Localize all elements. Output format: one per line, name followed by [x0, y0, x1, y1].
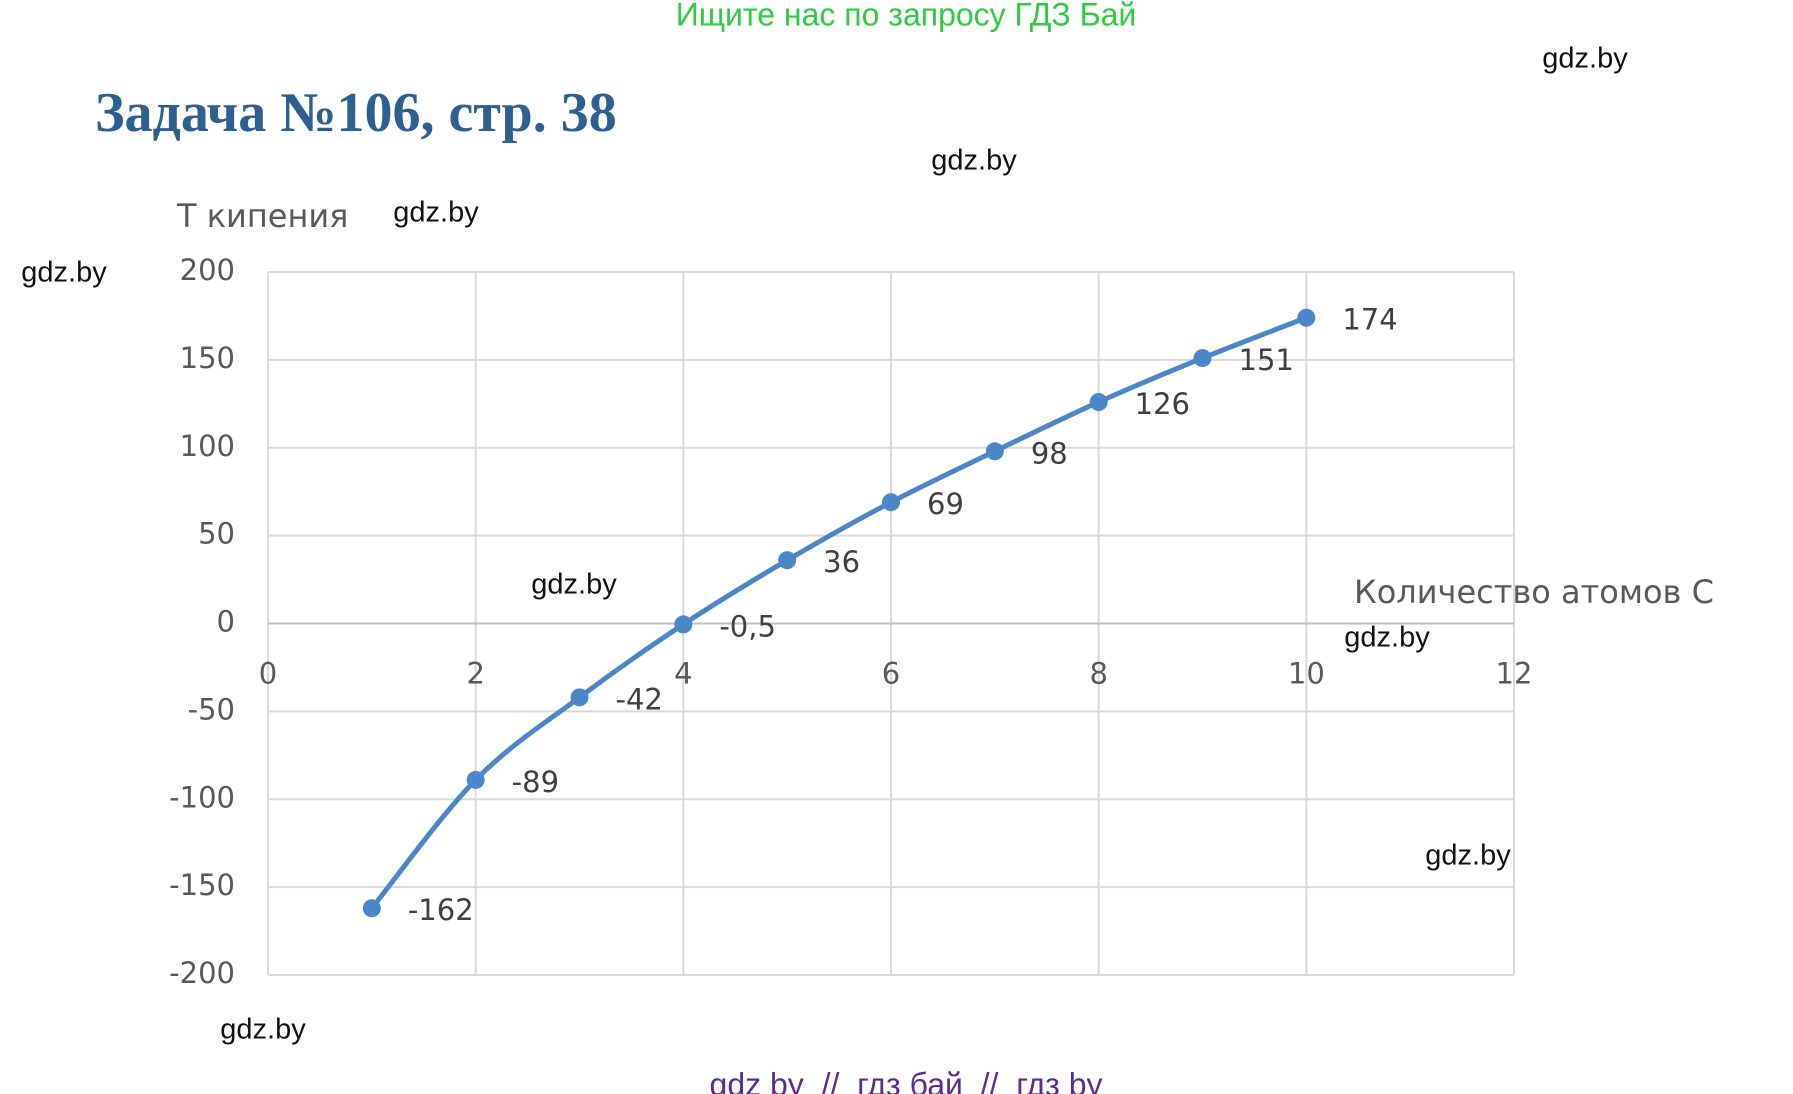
banner: Ищите нас по запросу ГДЗ Бай: [676, 0, 1137, 32]
data-label: -42: [616, 682, 663, 716]
y-tick-label: 150: [180, 341, 235, 375]
data-point: [362, 899, 381, 918]
x-axis-label: Количество атомов С: [1354, 573, 1714, 611]
watermark: gdz.by: [931, 145, 1017, 177]
data-point: [466, 770, 485, 789]
y-tick-label: 100: [180, 429, 235, 463]
x-tick-label: 6: [882, 657, 900, 691]
data-label: 36: [823, 545, 860, 579]
watermark: gdz.by: [531, 569, 617, 601]
watermark: gdz.by: [21, 257, 107, 289]
y-tick-label: -150: [169, 868, 235, 902]
footer: gdz by // гдз бай // гдз by: [710, 1066, 1103, 1094]
data-label: -89: [512, 765, 559, 799]
watermark: gdz.by: [1425, 840, 1511, 872]
page-title: Задача №106, стр. 38: [95, 82, 617, 144]
watermark: gdz.by: [1344, 622, 1430, 654]
data-point: [778, 551, 797, 570]
y-axis-label: Т кипения: [176, 197, 348, 235]
data-point: [570, 688, 589, 707]
y-tick-label: -50: [188, 692, 235, 726]
watermark: gdz.by: [1542, 43, 1628, 75]
data-label: 174: [1342, 303, 1397, 337]
data-point: [1297, 308, 1316, 327]
data-label: -0,5: [719, 609, 776, 643]
data-label: 69: [927, 487, 964, 521]
x-tick-label: 10: [1288, 657, 1325, 691]
x-tick-label: 12: [1496, 657, 1533, 691]
y-tick-label: 200: [180, 253, 235, 287]
series-line: [369, 315, 1308, 910]
data-point: [882, 493, 900, 512]
data-label: 151: [1239, 343, 1294, 377]
data-label: 126: [1135, 387, 1190, 421]
data-point: [1089, 393, 1108, 412]
data-point: [985, 442, 1004, 461]
data-point: [674, 615, 693, 634]
x-tick-label: 2: [466, 657, 484, 691]
x-tick-label: 4: [674, 657, 692, 691]
watermark: gdz.by: [220, 1014, 306, 1046]
y-tick-label: -200: [169, 956, 235, 990]
x-tick-label: 0: [259, 657, 277, 691]
data-point: [1193, 349, 1212, 368]
data-label: 98: [1031, 436, 1068, 470]
plot: [267, 271, 1515, 976]
x-tick-label: 8: [1089, 657, 1107, 691]
data-label: -162: [408, 893, 474, 927]
y-tick-label: 0: [217, 605, 235, 639]
watermark: gdz.by: [393, 197, 479, 229]
y-tick-label: -100: [169, 780, 235, 814]
y-tick-label: 50: [198, 517, 235, 551]
